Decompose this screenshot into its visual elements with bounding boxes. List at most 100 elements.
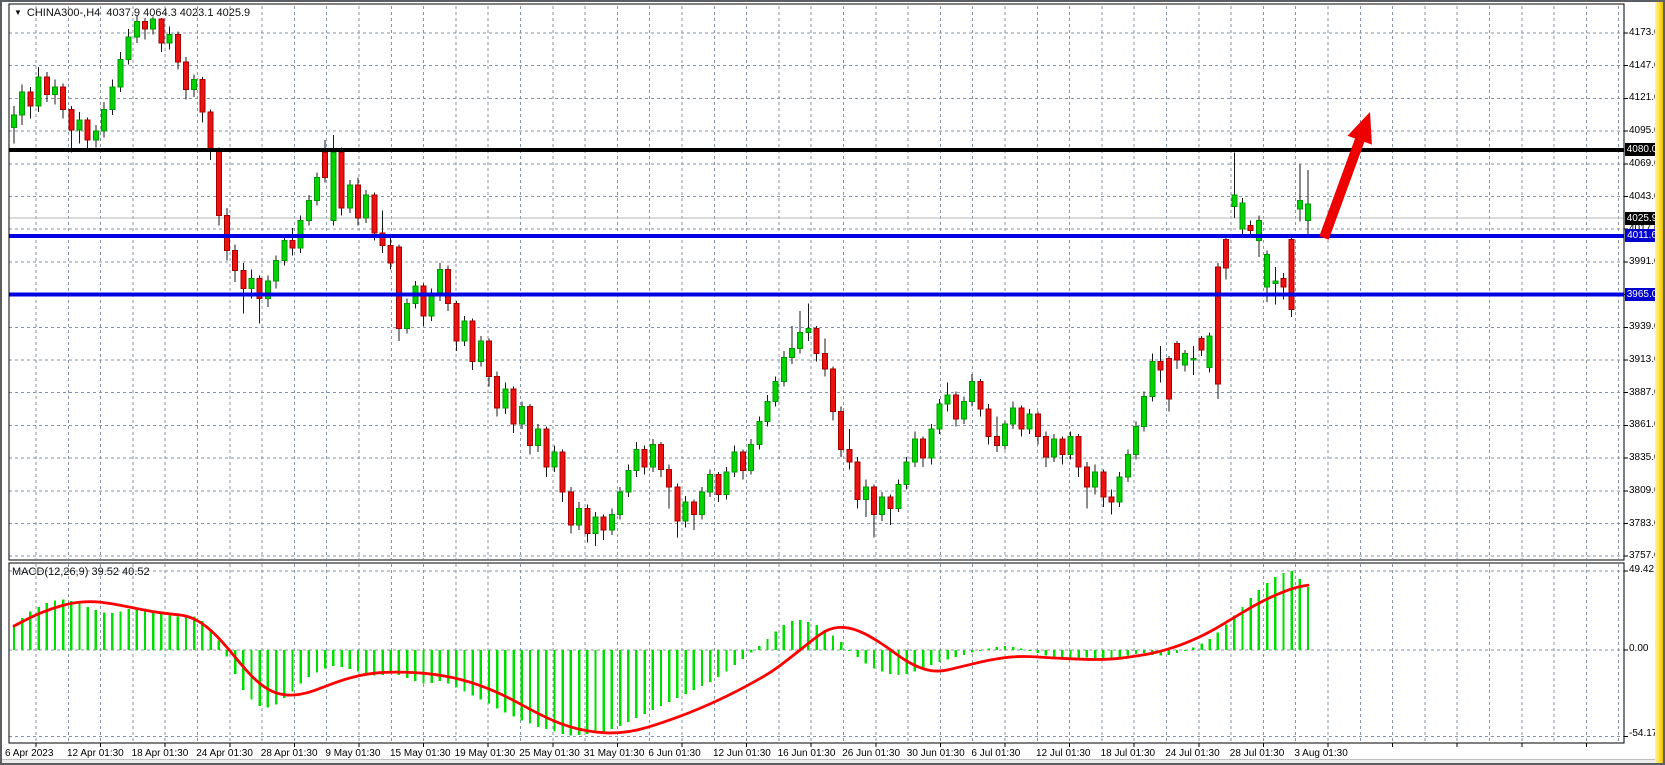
bull-candle bbox=[911, 438, 918, 463]
bear-candle bbox=[1108, 496, 1115, 503]
bear-candle bbox=[158, 18, 165, 44]
bear-candle bbox=[43, 76, 50, 96]
macd-signal-line bbox=[12, 583, 1310, 735]
bull-candle bbox=[101, 109, 108, 132]
bull-candle bbox=[305, 199, 312, 221]
bear-candle bbox=[559, 451, 566, 493]
trend-arrow-shaft[interactable] bbox=[1319, 132, 1367, 240]
bull-candle bbox=[903, 461, 910, 486]
bull-candle bbox=[682, 501, 689, 522]
bull-candle bbox=[11, 114, 17, 128]
bear-candle bbox=[68, 109, 75, 131]
time-axis-label: 25 May 01:30 bbox=[519, 748, 580, 759]
bear-candle bbox=[453, 302, 460, 342]
time-axis-label: 12 Jun 01:30 bbox=[713, 748, 771, 759]
price-tag-3965.0: 3965.0 bbox=[1625, 288, 1659, 302]
bull-candle bbox=[109, 86, 116, 111]
bear-candle bbox=[494, 375, 501, 409]
bear-candle bbox=[1083, 466, 1090, 488]
bull-candle bbox=[166, 33, 173, 44]
bull-candle bbox=[281, 240, 288, 262]
bull-candle bbox=[756, 421, 763, 445]
macd-scale-zero: 0.00 bbox=[1629, 643, 1649, 654]
bull-candle bbox=[363, 194, 370, 219]
bear-candle bbox=[1288, 238, 1295, 311]
time-axis-label: 31 May 01:30 bbox=[583, 748, 645, 759]
trend-arrow-head[interactable] bbox=[1347, 112, 1372, 145]
bull-candle bbox=[125, 36, 132, 60]
price-axis-label: 3809.0 bbox=[1629, 484, 1660, 496]
time-axis-label: 6 Jun 01:30 bbox=[648, 748, 701, 759]
price-axis-label: 4069.0 bbox=[1629, 157, 1660, 169]
bear-candle bbox=[1100, 471, 1107, 498]
bear-candle bbox=[739, 451, 746, 472]
bear-candle bbox=[920, 438, 927, 459]
bear-candle bbox=[1018, 407, 1025, 430]
price-axis-label: 4147.0 bbox=[1629, 59, 1660, 71]
bear-candle bbox=[813, 328, 820, 355]
bull-candle bbox=[1264, 253, 1271, 288]
bear-candle bbox=[977, 380, 984, 410]
bull-candle bbox=[723, 471, 730, 496]
bull-candle bbox=[1124, 453, 1131, 478]
bear-candle bbox=[1198, 338, 1205, 351]
bear-candle bbox=[387, 245, 394, 264]
bull-candle bbox=[1231, 194, 1238, 208]
price-axis-label: 4173.0 bbox=[1629, 27, 1660, 38]
bear-candle bbox=[60, 86, 67, 111]
bull-candle bbox=[862, 486, 869, 501]
time-axis-label: 6 Apr 2023 bbox=[5, 748, 54, 759]
chart-ohlc-values: 4037.9 4064.3 4023.1 4025.9 bbox=[106, 7, 251, 19]
bull-candle bbox=[35, 76, 42, 107]
time-axis-label: 16 Jun 01:30 bbox=[777, 748, 836, 759]
bull-candle bbox=[592, 516, 599, 535]
bear-candle bbox=[658, 443, 665, 470]
bull-candle bbox=[1239, 202, 1246, 230]
bear-candle bbox=[182, 61, 189, 91]
price-axis-label: 4095.0 bbox=[1629, 125, 1660, 137]
bull-candle bbox=[248, 277, 255, 289]
bull-candle bbox=[502, 388, 509, 409]
bear-candle bbox=[289, 240, 296, 249]
bear-candle bbox=[952, 394, 959, 420]
bull-candle bbox=[273, 260, 280, 282]
bear-candle bbox=[887, 496, 894, 509]
bull-candle bbox=[191, 79, 198, 91]
bear-candle bbox=[232, 250, 239, 272]
bear-candle bbox=[870, 486, 877, 516]
bear-candle bbox=[985, 408, 992, 438]
bull-candle bbox=[346, 184, 353, 209]
macd-pane-border bbox=[8, 562, 1625, 744]
bull-candle bbox=[1026, 413, 1033, 430]
bull-candle bbox=[649, 443, 656, 468]
bull-candle bbox=[535, 428, 542, 447]
bull-candle bbox=[117, 58, 124, 88]
bear-candle bbox=[322, 151, 329, 179]
chart-symbol-period: CHINA300-,H4 bbox=[26, 7, 101, 19]
bull-candle bbox=[731, 451, 738, 473]
bull-candle bbox=[797, 331, 804, 350]
bull-candle bbox=[969, 380, 976, 403]
bull-candle bbox=[879, 496, 886, 516]
bear-candle bbox=[1165, 358, 1172, 400]
bull-candle bbox=[780, 356, 787, 382]
time-axis-label: 12 Apr 01:30 bbox=[67, 748, 124, 759]
bull-candle bbox=[961, 401, 968, 420]
time-axis-label: 26 Jun 01:30 bbox=[842, 748, 901, 759]
bear-candle bbox=[1034, 413, 1041, 438]
bear-candle bbox=[1059, 438, 1066, 455]
bull-candle bbox=[608, 514, 615, 531]
bear-candle bbox=[486, 340, 493, 377]
symbol-dropdown-icon[interactable]: ▼ bbox=[14, 8, 22, 17]
bull-candle bbox=[1272, 280, 1279, 284]
price-axis-label: 4043.0 bbox=[1629, 190, 1660, 202]
bear-candle bbox=[27, 91, 34, 107]
time-axis-label: 28 Apr 01:30 bbox=[260, 748, 318, 759]
macd-scale-max: 49.42 bbox=[1629, 564, 1655, 575]
bear-candle bbox=[690, 501, 697, 516]
bull-candle bbox=[330, 151, 337, 221]
bull-candle bbox=[698, 491, 705, 516]
bull-candle bbox=[314, 177, 321, 201]
